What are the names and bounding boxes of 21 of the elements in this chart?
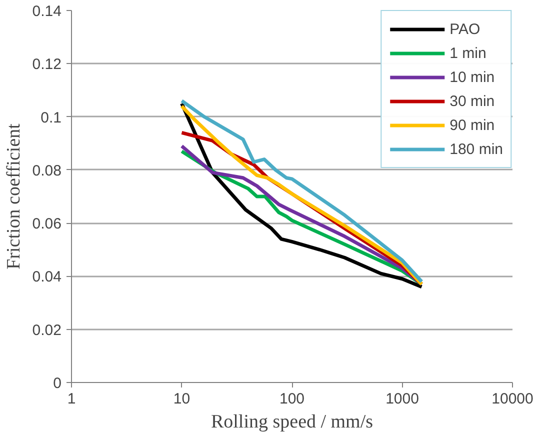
y-tick-label: 0.1 <box>40 109 62 126</box>
legend-label: 10 min <box>450 68 495 86</box>
x-tick-label: 10000 <box>492 390 534 408</box>
y-tick-label: 0 <box>53 375 62 392</box>
x-tick-label: 100 <box>279 390 305 408</box>
y-tick-label: 0.14 <box>32 3 62 20</box>
y-tick-label: 0.02 <box>32 322 62 339</box>
x-tick-label: 10 <box>173 390 190 408</box>
y-tick-label: 0.12 <box>32 56 62 74</box>
y-tick-label: 0.04 <box>32 268 62 286</box>
legend-label: 90 min <box>450 116 495 134</box>
legend-label: 1 min <box>450 44 486 62</box>
y-tick-label: 0.08 <box>32 162 62 180</box>
x-tick-label: 1 <box>67 390 76 408</box>
x-axis-title: Rolling speed / mm/s <box>210 412 374 432</box>
legend-label: PAO <box>450 20 480 38</box>
legend-label: 30 min <box>450 92 495 110</box>
legend-label: 180 min <box>450 140 503 158</box>
y-tick-label: 0.06 <box>32 216 62 233</box>
y-axis-title: Friction coefficient <box>3 122 24 270</box>
x-tick-label: 1000 <box>386 390 419 408</box>
